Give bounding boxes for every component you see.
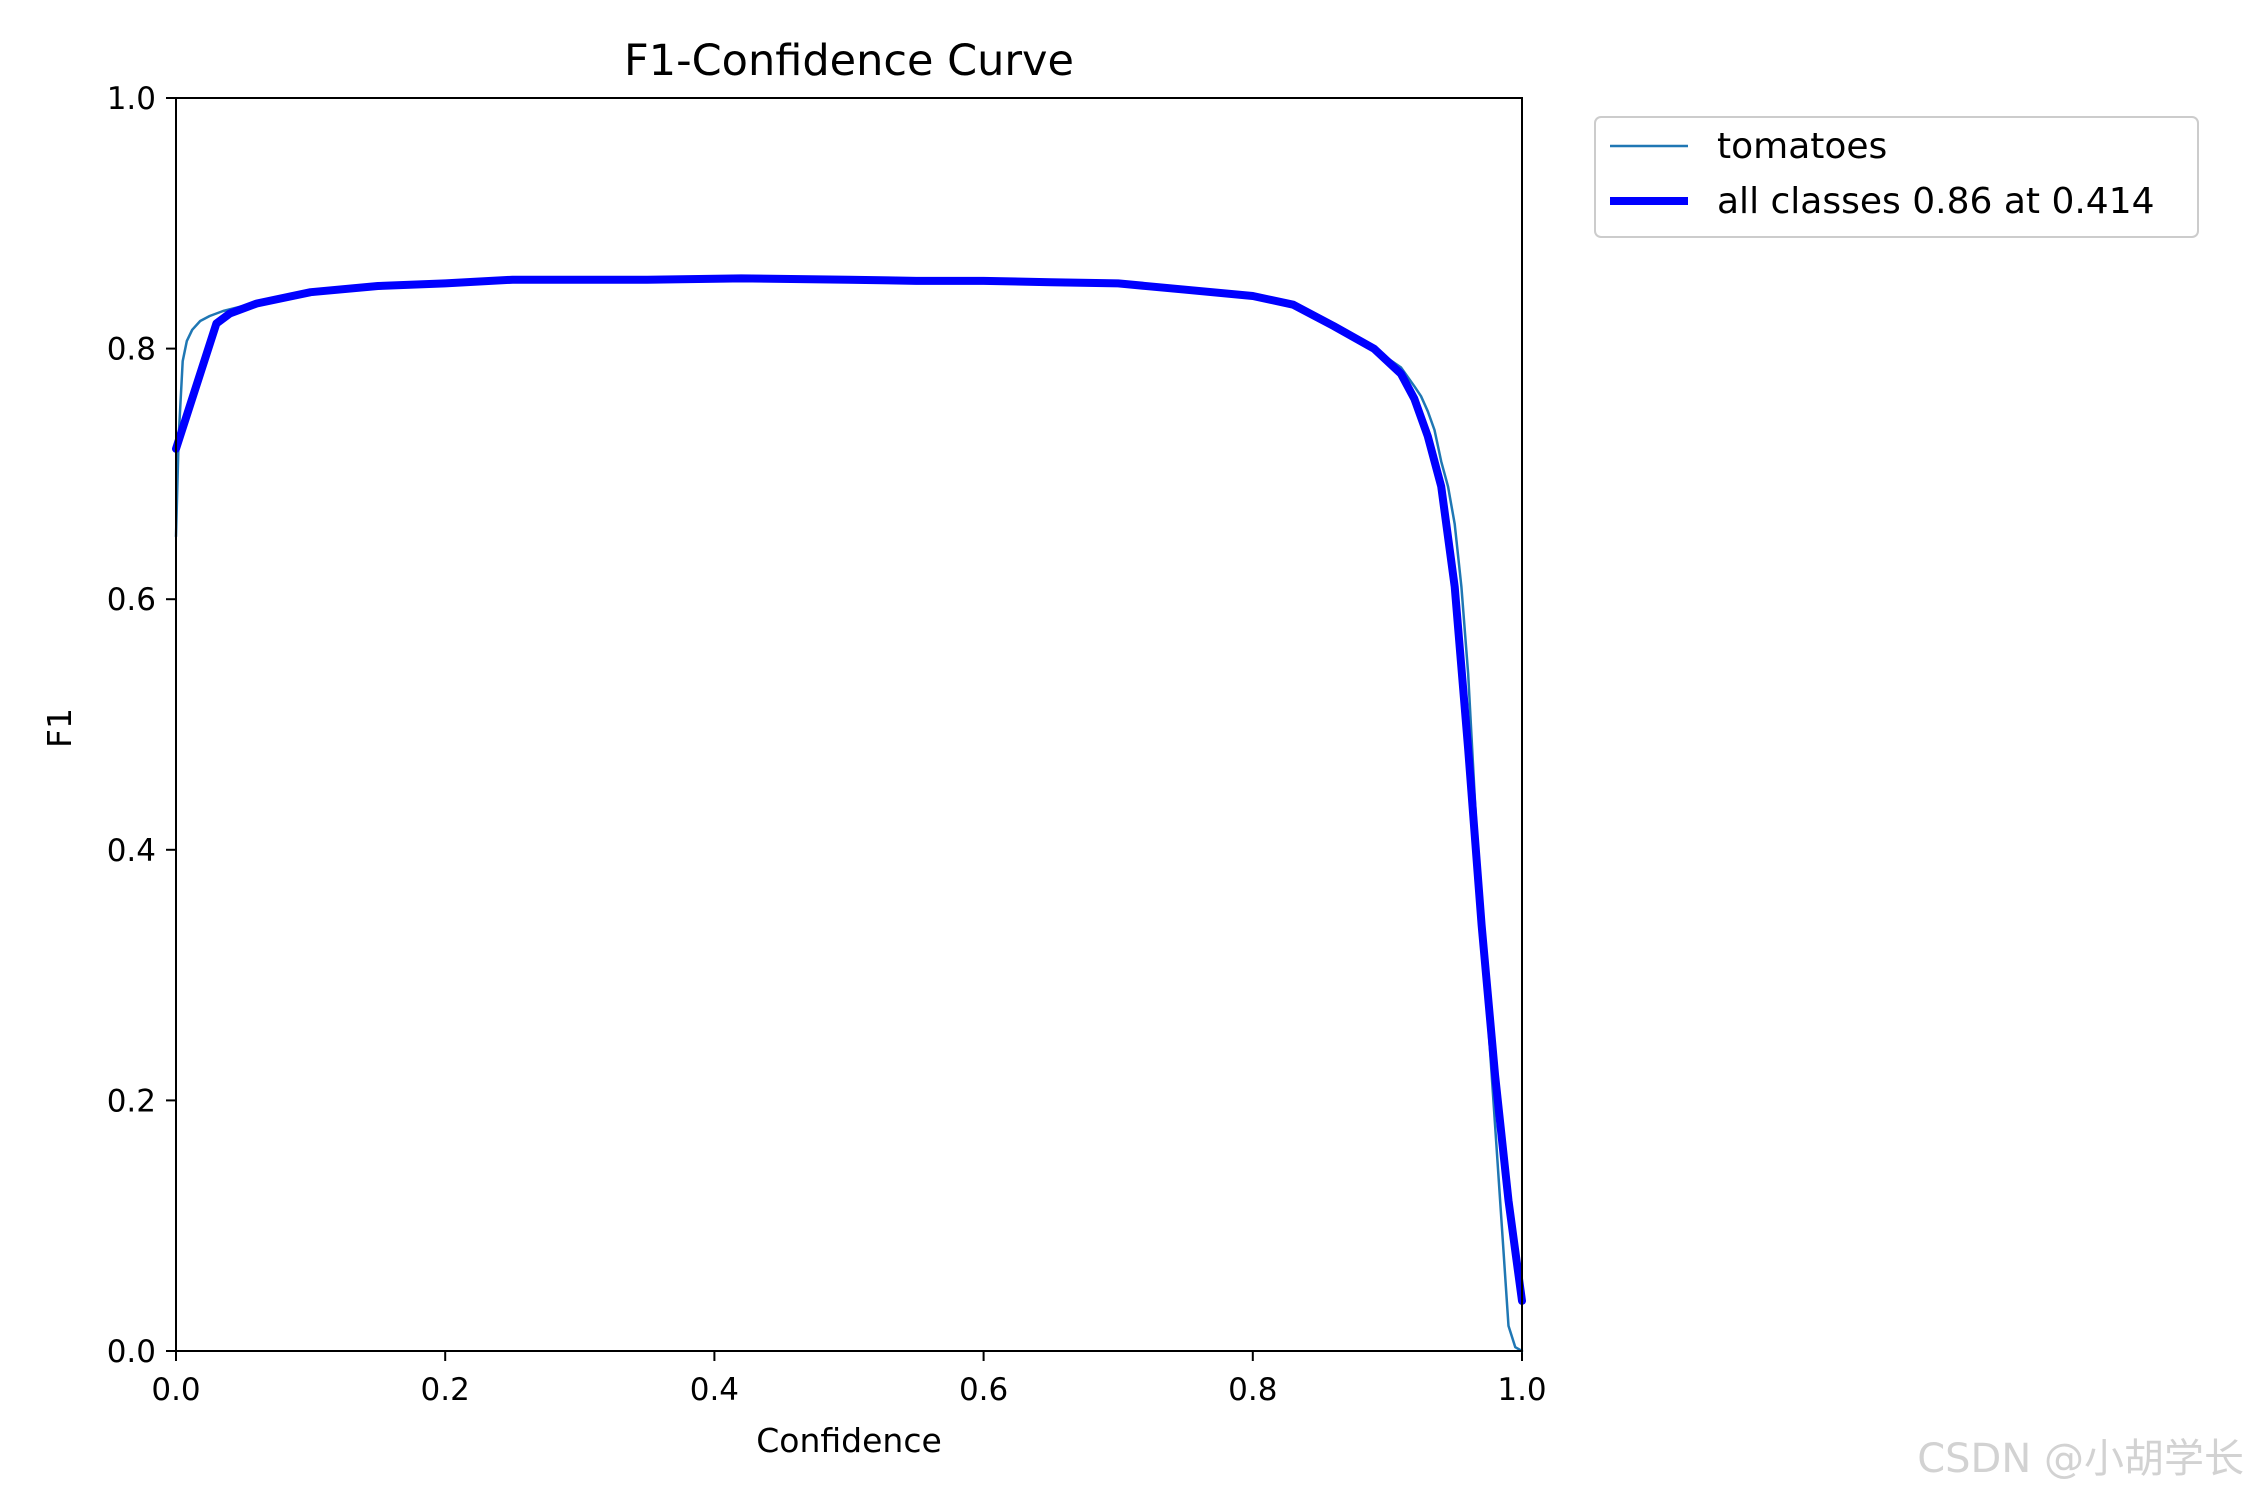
legend-label-tomatoes: tomatoes xyxy=(1717,126,1887,167)
x-tick-label: 0.6 xyxy=(959,1372,1008,1408)
series-layer xyxy=(172,274,1526,1353)
chart-title: F1-Confidence Curve xyxy=(624,36,1074,86)
plot-frame xyxy=(175,97,1523,1352)
x-tick-label: 0.8 xyxy=(1228,1372,1277,1408)
legend: tomatoes all classes 0.86 at 0.414 xyxy=(1594,116,2199,238)
y-tick-label: 1.0 xyxy=(107,81,156,117)
y-tick-label: 0.8 xyxy=(107,332,156,368)
y-axis-label: F1 xyxy=(40,708,79,748)
x-tick-label: 1.0 xyxy=(1497,1372,1546,1408)
y-tick-label: 0.0 xyxy=(107,1334,156,1370)
series-line-all-classes xyxy=(172,274,1526,1305)
y-tick-label: 0.2 xyxy=(107,1083,156,1119)
legend-box xyxy=(1594,116,2199,238)
x-axis-label: Confidence xyxy=(756,1421,942,1460)
x-tick-label: 0.4 xyxy=(690,1372,739,1408)
series-line-tomatoes xyxy=(174,277,1524,1353)
legend-label-all-classes: all classes 0.86 at 0.414 xyxy=(1717,181,2155,222)
watermark: CSDN @小胡学长 xyxy=(1917,1436,2244,1482)
y-tick-label: 0.4 xyxy=(107,833,156,869)
x-tick-label: 0.0 xyxy=(151,1372,200,1408)
x-tick-label: 0.2 xyxy=(421,1372,470,1408)
y-tick-label: 0.6 xyxy=(107,582,156,618)
axis-ticks: 0.0 0.2 0.4 0.6 0.8 1.0 0.0 0.2 0.4 0.6 0.8 1.0 xyxy=(107,81,1547,1408)
